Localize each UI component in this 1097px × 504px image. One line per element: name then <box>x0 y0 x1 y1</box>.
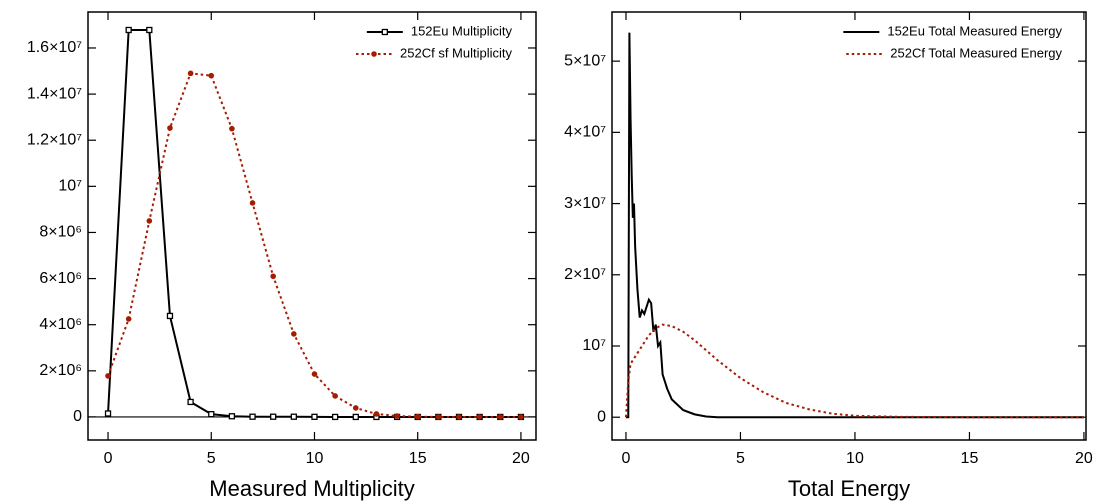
marker <box>105 373 111 379</box>
x-tick-label: 0 <box>104 450 113 467</box>
x-tick-label: 10 <box>306 450 324 467</box>
marker <box>290 413 297 420</box>
marker <box>352 413 359 421</box>
marker <box>332 393 338 399</box>
y-tick-label: 10⁷ <box>58 178 82 195</box>
series-line <box>624 323 1084 419</box>
marker <box>146 218 153 224</box>
legend-marker <box>381 28 388 36</box>
y-tick-label: 8×10⁶ <box>39 224 82 241</box>
marker <box>435 414 442 420</box>
x-axis-title: Measured Multiplicity <box>209 476 414 501</box>
marker <box>249 200 256 206</box>
plot-frame <box>611 11 1087 441</box>
marker <box>187 398 194 406</box>
marker <box>373 411 380 417</box>
marker <box>104 410 112 417</box>
x-tick-label: 10 <box>846 450 864 467</box>
marker <box>167 125 173 131</box>
marker <box>476 414 483 420</box>
marker <box>146 26 153 34</box>
marker <box>270 413 277 420</box>
x-axis-title: Total Energy <box>788 476 910 501</box>
x-tick-label: 15 <box>409 450 427 467</box>
marker <box>518 414 524 420</box>
y-tick-label: 0 <box>73 408 82 425</box>
marker <box>311 371 318 377</box>
series-line <box>107 28 521 418</box>
marker <box>166 312 174 320</box>
marker <box>270 273 276 280</box>
x-tick-label: 20 <box>1075 450 1093 467</box>
marker <box>208 411 215 418</box>
legend-label: 252Cf Total Measured Energy <box>890 45 1062 60</box>
series-line <box>625 32 1084 419</box>
marker <box>228 413 236 420</box>
y-tick-label: 2×10⁷ <box>564 266 606 283</box>
y-tick-label: 1.6×10⁷ <box>27 39 82 56</box>
panel: 0 5 10 15 20 0 10⁷ 2×10⁷ 3×10⁷ 4×10⁷ 5×10⁷ Total En… <box>564 11 1093 501</box>
panel: 0 5 10 15 20 0 2×10⁶ 4×10⁶ 6×10⁶ 8×10⁶ 10⁷ 1.2×10⁷ 1… <box>27 11 537 501</box>
y-tick-label: 0 <box>597 408 606 425</box>
x-tick-label: 15 <box>961 450 979 467</box>
marker <box>125 316 132 322</box>
legend-label: 152Eu Multiplicity <box>411 23 513 38</box>
legend-label: 152Eu Total Measured Energy <box>887 23 1062 38</box>
legend-marker <box>371 51 377 57</box>
plot-frame <box>87 11 537 441</box>
y-tick-label: 5×10⁷ <box>564 52 606 69</box>
marker <box>414 413 421 420</box>
y-tick-label: 10⁷ <box>582 337 606 354</box>
x-tick-label: 0 <box>622 450 631 467</box>
marker <box>187 70 194 77</box>
x-tick-label: 5 <box>736 450 745 467</box>
marker <box>249 413 256 420</box>
y-tick-label: 3×10⁷ <box>564 195 606 212</box>
y-tick-label: 1.4×10⁷ <box>27 85 82 102</box>
legend-label: 252Cf sf Multiplicity <box>400 45 512 60</box>
marker <box>125 26 132 34</box>
marker <box>497 414 504 420</box>
marker <box>291 331 297 337</box>
y-tick-label: 6×10⁶ <box>39 270 82 287</box>
marker <box>352 405 359 411</box>
x-tick-label: 5 <box>207 450 216 467</box>
marker <box>229 125 235 132</box>
marker <box>311 413 318 420</box>
y-tick-label: 1.2×10⁷ <box>27 131 82 148</box>
y-tick-label: 4×10⁷ <box>564 124 606 141</box>
y-tick-label: 4×10⁶ <box>39 316 82 333</box>
series-line <box>107 72 521 418</box>
y-tick-label: 2×10⁶ <box>39 362 82 379</box>
marker <box>456 414 462 420</box>
marker <box>331 413 339 421</box>
marker <box>208 72 215 79</box>
x-tick-label: 20 <box>512 450 530 467</box>
marker <box>394 413 400 419</box>
